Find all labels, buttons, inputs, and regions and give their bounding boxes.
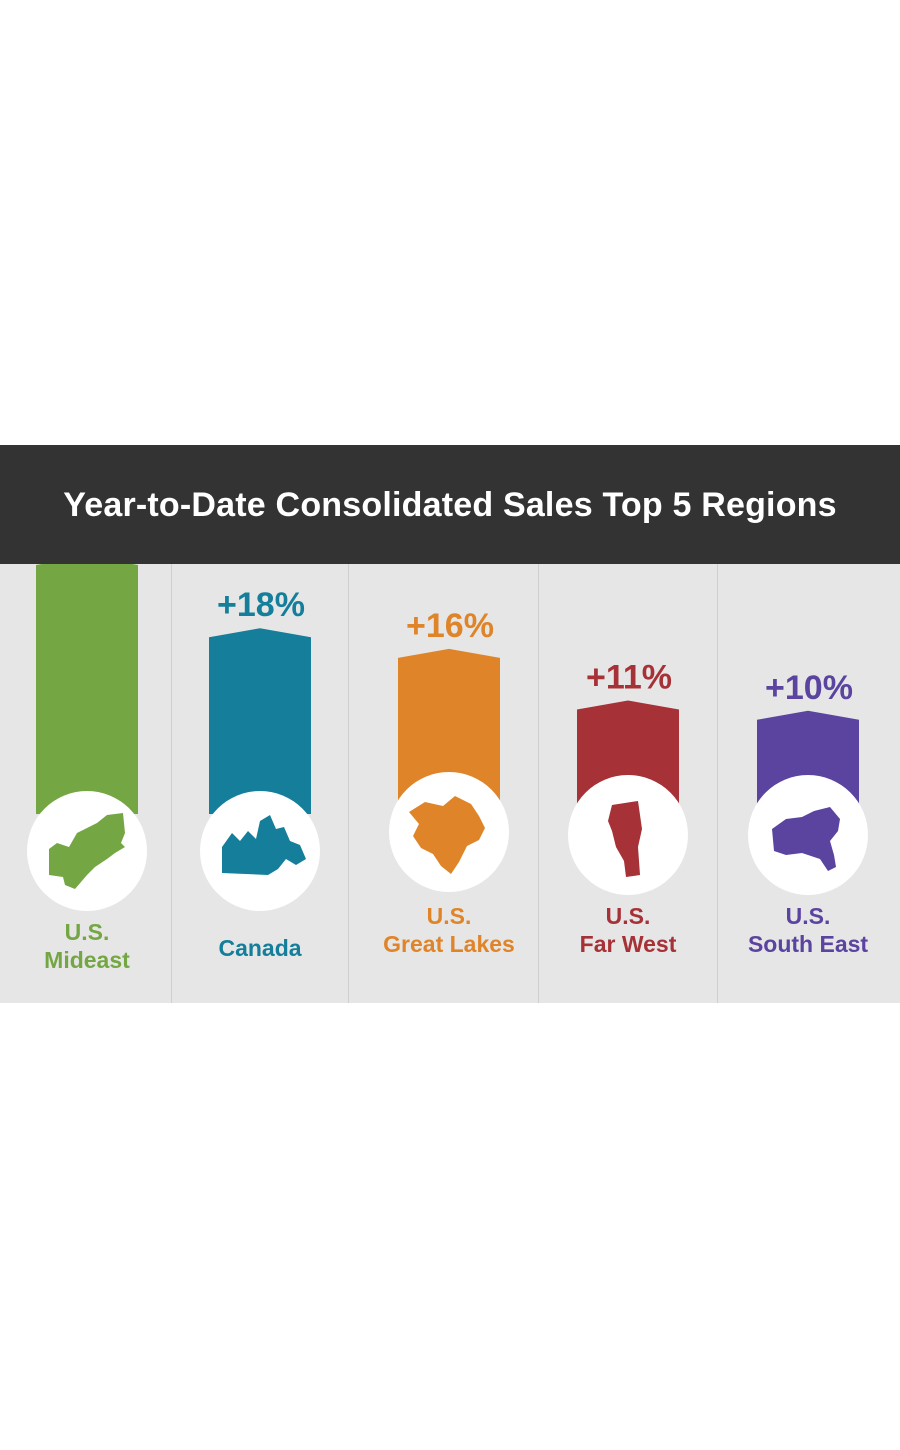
bar (209, 628, 311, 814)
category-label: Mideast (44, 947, 130, 973)
category-label: U.S. (65, 919, 110, 945)
us-great-lakes-map-icon (409, 796, 485, 874)
category-label: Far West (580, 931, 677, 957)
us-south-east-map-icon (772, 807, 840, 871)
us-mideast-map-icon (49, 813, 125, 889)
bar (36, 564, 138, 814)
chart-panel: +25%U.S.Mideast+18%Canada+16%U.S.Great L… (0, 564, 900, 1003)
category-label: South East (748, 931, 868, 957)
category-label: U.S. (786, 903, 831, 929)
column-divider (538, 564, 539, 1003)
category-label: U.S. (606, 903, 651, 929)
region-column: +16% U.S.Great Lakes (383, 607, 515, 957)
category-label: Great Lakes (383, 931, 515, 957)
region-column: +18% Canada (200, 586, 320, 961)
bar (398, 648, 500, 814)
column-divider (171, 564, 172, 1003)
column-divider (717, 564, 718, 1003)
column-divider (348, 564, 349, 1003)
value-label: +18% (217, 586, 305, 624)
canada-map-icon (222, 815, 306, 875)
category-label: Canada (218, 935, 301, 961)
chart-header: Year-to-Date Consolidated Sales Top 5 Re… (0, 445, 900, 564)
bar-chart: +25%U.S.Mideast+18%Canada+16%U.S.Great L… (27, 564, 868, 973)
us-far-west-map-icon (608, 801, 642, 877)
value-label: +16% (406, 607, 494, 645)
region-column: +10% U.S.South East (748, 669, 868, 957)
region-column: +25%U.S.Mideast (27, 564, 147, 973)
value-label: +10% (765, 669, 853, 707)
category-label: U.S. (427, 903, 472, 929)
chart-title: Year-to-Date Consolidated Sales Top 5 Re… (63, 486, 837, 524)
value-label: +11% (586, 658, 672, 696)
region-column: +11% U.S.Far West (568, 658, 688, 957)
